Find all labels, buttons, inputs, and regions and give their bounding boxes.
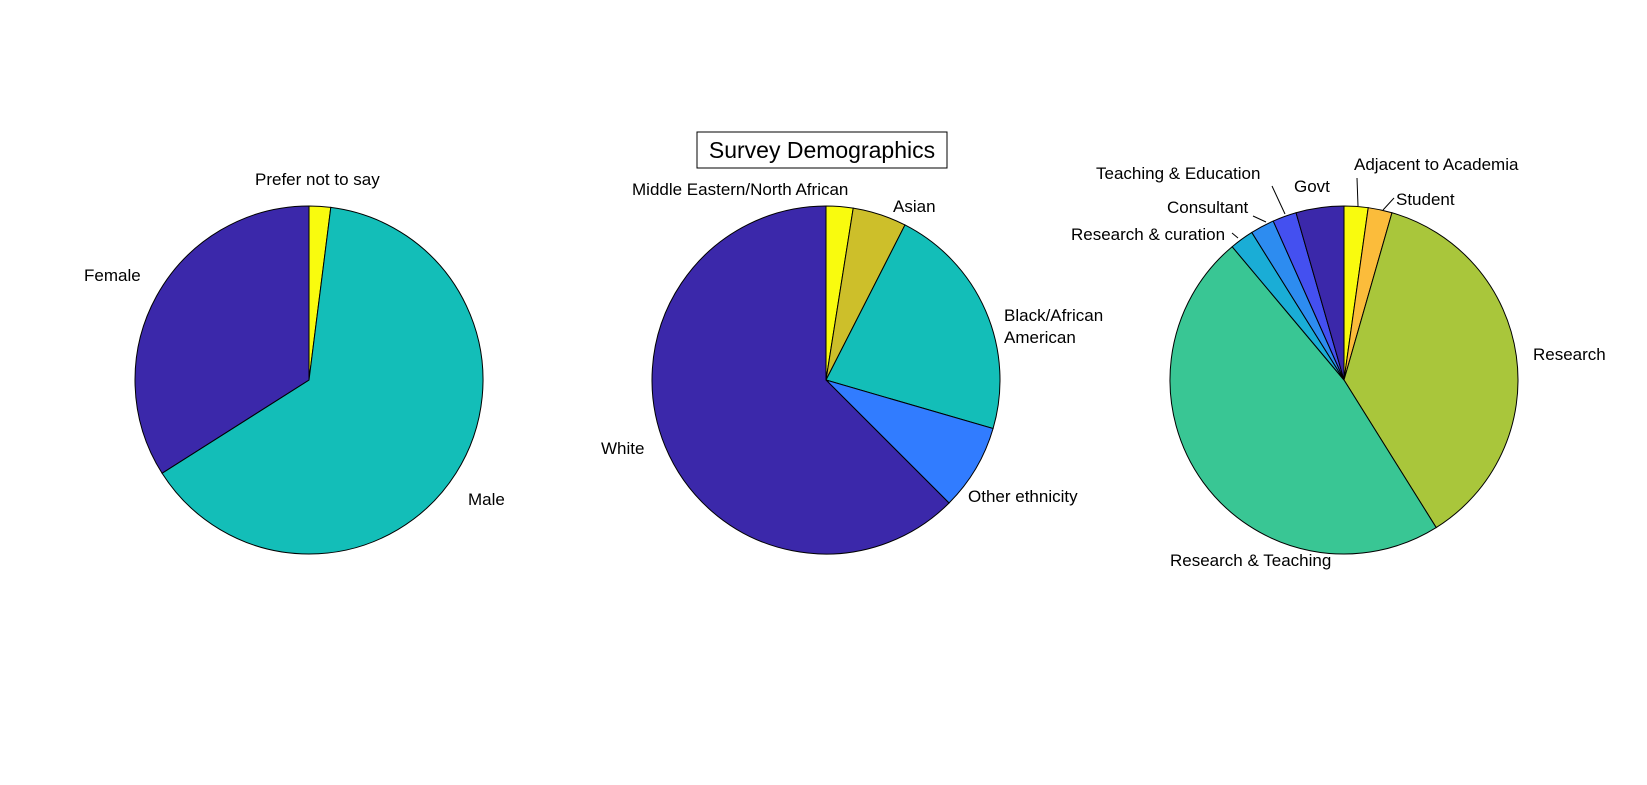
slice-label-male: Male xyxy=(468,490,505,509)
occupation-pie-chart: Adjacent to Academia Student Research Resea… xyxy=(1071,155,1606,570)
slice-label-middle-eastern-north-african: Middle Eastern/North African xyxy=(632,180,848,199)
leader-line-research-and-curation xyxy=(1231,232,1239,239)
slice-label-female: Female xyxy=(84,266,141,285)
slice-label-consultant: Consultant xyxy=(1167,198,1249,217)
slice-label-asian: Asian xyxy=(893,197,936,216)
ethnicity-pie-chart: Middle Eastern/North African Asian Black/A… xyxy=(601,180,1103,555)
title-box xyxy=(696,131,948,169)
slice-label-white: White xyxy=(601,439,644,458)
slice-label-research: Research xyxy=(1533,345,1606,364)
slice-label-teaching-and-education: Teaching & Education xyxy=(1096,164,1260,183)
slice-label-govt: Govt xyxy=(1294,177,1330,196)
pie-slice-male xyxy=(161,206,484,555)
leader-line-adjacent-to-academia xyxy=(1356,177,1359,207)
slice-label-black-african-american: Black/African American xyxy=(1004,306,1103,347)
slice-label-research-and-curation: Research & curation xyxy=(1071,225,1225,244)
figure-title: Survey Demographics xyxy=(696,131,948,169)
slice-label-research-and-teaching: Research & Teaching xyxy=(1170,551,1331,570)
slice-label-other-ethnicity: Other ethnicity xyxy=(968,487,1078,506)
pie-slice-black-african-american xyxy=(825,224,1001,430)
pie-slice-research-and-teaching xyxy=(1169,246,1437,555)
pie-slice-govt xyxy=(1295,205,1345,381)
pie-slice-white xyxy=(651,205,950,555)
title-text: Survey Demographics xyxy=(709,137,935,163)
slice-label-student: Student xyxy=(1396,190,1455,209)
leader-line-consultant xyxy=(1252,215,1267,223)
gender-pie-chart: Prefer not to say Male Female xyxy=(84,170,505,555)
leader-line-student xyxy=(1382,197,1395,211)
leader-line-teaching-and-education xyxy=(1271,185,1286,215)
slice-label-prefer-not-to-say: Prefer not to say xyxy=(255,170,380,189)
slice-label-adjacent-to-academia: Adjacent to Academia xyxy=(1354,155,1519,174)
pie-slice-female xyxy=(134,205,310,474)
